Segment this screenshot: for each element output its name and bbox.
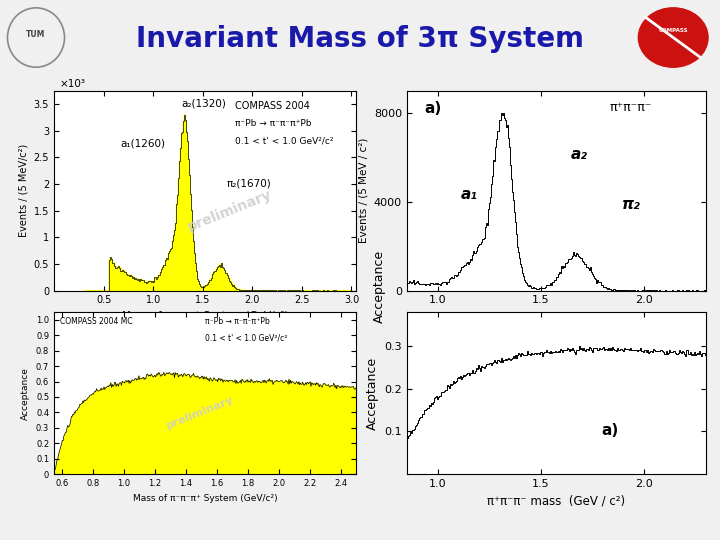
- Text: Acceptance: Acceptance: [373, 250, 386, 323]
- Text: π₂: π₂: [622, 197, 641, 212]
- Text: TUM: TUM: [27, 30, 45, 39]
- Text: π⁺π⁻π⁻: π⁺π⁻π⁻: [610, 100, 652, 114]
- Text: a): a): [425, 100, 442, 116]
- X-axis label: Mass of π⁻π⁻π⁺ System (GeV/c²): Mass of π⁻π⁻π⁺ System (GeV/c²): [122, 311, 289, 321]
- Text: Invariant Mass of 3π System: Invariant Mass of 3π System: [136, 25, 584, 53]
- Text: preliminary: preliminary: [185, 187, 274, 234]
- Text: a): a): [601, 423, 618, 438]
- Text: π₂(1670): π₂(1670): [226, 179, 271, 188]
- Text: a₁(1260): a₁(1260): [120, 139, 166, 148]
- Circle shape: [639, 8, 708, 68]
- Text: 0.1 < t' < 1.0 GeV²/c²: 0.1 < t' < 1.0 GeV²/c²: [205, 333, 287, 342]
- Text: preliminary: preliminary: [164, 395, 234, 430]
- X-axis label: Mass of π⁻π⁻π⁺ System (GeV/c²): Mass of π⁻π⁻π⁺ System (GeV/c²): [133, 494, 277, 503]
- Text: a₁: a₁: [461, 187, 477, 201]
- Y-axis label: Events / (5 MeV / c²): Events / (5 MeV / c²): [359, 138, 368, 244]
- X-axis label: π⁺π⁻π⁻ mass  (GeV / c²): π⁺π⁻π⁻ mass (GeV / c²): [487, 495, 625, 508]
- Y-axis label: Acceptance: Acceptance: [366, 356, 379, 430]
- Y-axis label: Acceptance: Acceptance: [22, 367, 30, 420]
- Text: COMPASS: COMPASS: [658, 28, 688, 33]
- Y-axis label: Events / (5 MeV/c²): Events / (5 MeV/c²): [18, 144, 28, 237]
- Text: ×10³: ×10³: [60, 79, 86, 89]
- Text: COMPASS 2004: COMPASS 2004: [235, 100, 310, 111]
- Text: π⁻Pb → π⁻π⁻π⁺Pb: π⁻Pb → π⁻π⁻π⁺Pb: [235, 119, 312, 127]
- Text: COMPASS 2004 MC: COMPASS 2004 MC: [60, 317, 132, 326]
- Text: a₂: a₂: [571, 147, 588, 161]
- Text: 0.1 < t' < 1.0 GeV²/c²: 0.1 < t' < 1.0 GeV²/c²: [235, 137, 334, 146]
- Text: π⁻Pb → π⁻π⁻π⁺Pb: π⁻Pb → π⁻π⁻π⁺Pb: [205, 317, 270, 326]
- Text: a₂(1320): a₂(1320): [181, 99, 226, 109]
